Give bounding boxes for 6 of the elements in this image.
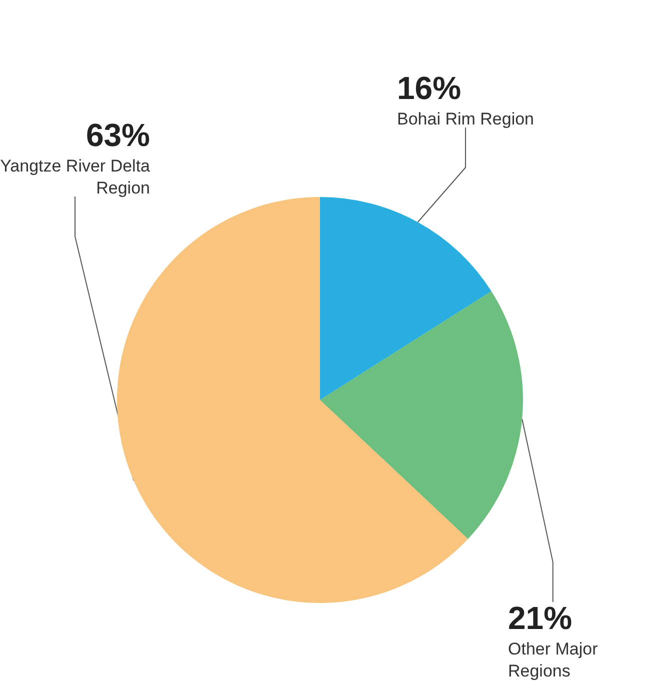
data-label: 21% [508,600,572,636]
slice-label: Other Major Regions [508,640,598,680]
slice-label: Yangtze River Delta Region [0,156,151,198]
slice-label: Bohai Rim Region [397,110,534,128]
data-label: 63% [86,117,150,153]
data-label: 16% [397,70,462,106]
